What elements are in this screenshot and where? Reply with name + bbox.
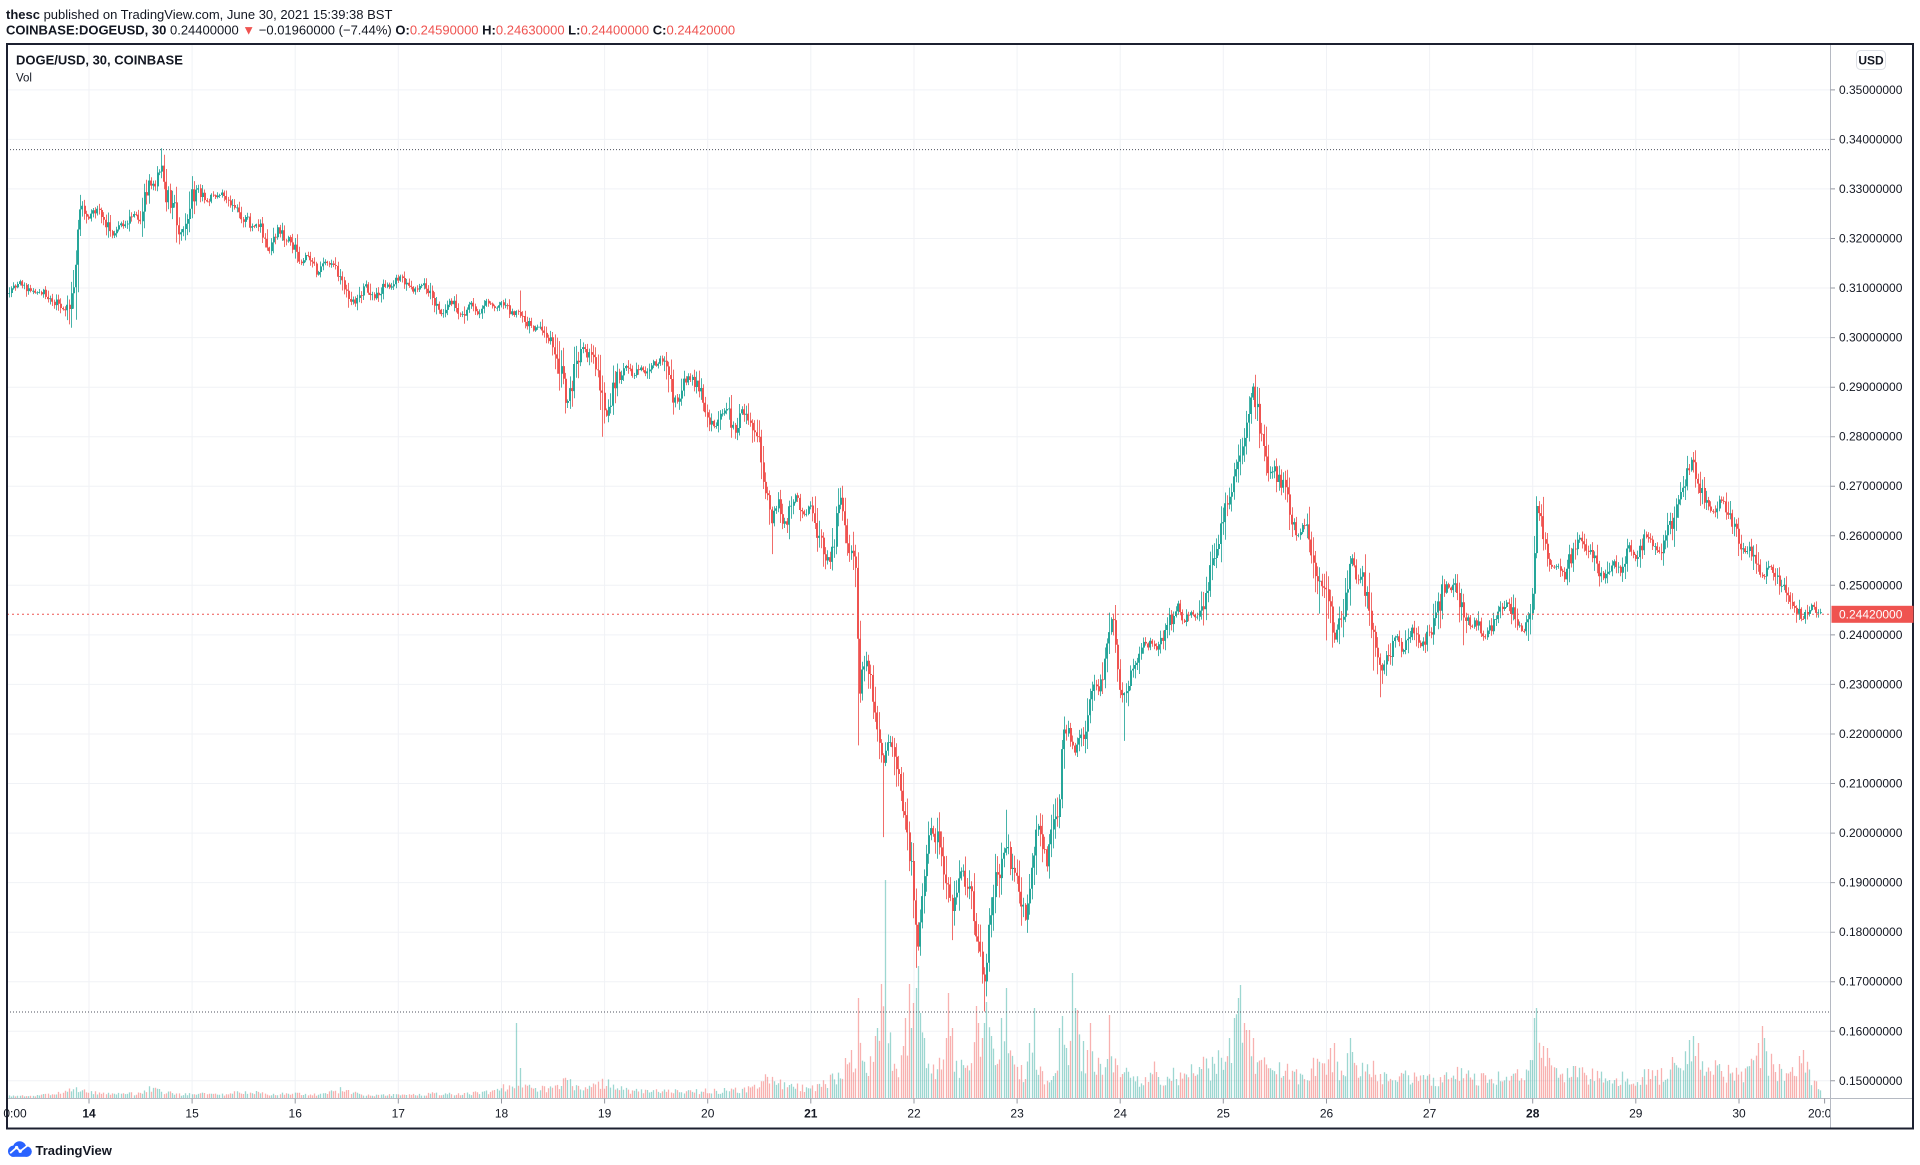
svg-text:0.17000000: 0.17000000: [1839, 975, 1903, 989]
svg-text:20: 20: [701, 1107, 715, 1121]
svg-text:27: 27: [1423, 1107, 1437, 1121]
svg-text:26: 26: [1320, 1107, 1334, 1121]
svg-text:DOGE/USD, 30, COINBASE: DOGE/USD, 30, COINBASE: [16, 53, 183, 68]
svg-text:Vol: Vol: [16, 73, 32, 85]
svg-text:29: 29: [1629, 1107, 1643, 1121]
svg-text:0.34000000: 0.34000000: [1839, 132, 1903, 146]
svg-text:USD: USD: [1858, 54, 1884, 68]
svg-text:thesc published on TradingView: thesc published on TradingView.com, June…: [6, 7, 392, 22]
svg-text:0.25000000: 0.25000000: [1839, 578, 1903, 592]
svg-text:0.32000000: 0.32000000: [1839, 232, 1903, 246]
svg-text:14: 14: [82, 1107, 96, 1121]
svg-text:0.22000000: 0.22000000: [1839, 727, 1903, 741]
svg-text:18: 18: [495, 1107, 509, 1121]
svg-text:30: 30: [1732, 1107, 1746, 1121]
svg-text:0.28000000: 0.28000000: [1839, 430, 1903, 444]
svg-text:0.31000000: 0.31000000: [1839, 281, 1903, 295]
svg-text:23: 23: [1010, 1107, 1024, 1121]
svg-text:15: 15: [185, 1107, 199, 1121]
svg-text:0.35000000: 0.35000000: [1839, 83, 1903, 97]
svg-text:28: 28: [1526, 1107, 1540, 1121]
svg-text:TradingView: TradingView: [36, 1143, 113, 1158]
svg-text:0.27000000: 0.27000000: [1839, 479, 1903, 493]
svg-text:0.19000000: 0.19000000: [1839, 876, 1903, 890]
svg-text:0.23000000: 0.23000000: [1839, 677, 1903, 691]
svg-text:0.30000000: 0.30000000: [1839, 331, 1903, 345]
svg-text:16: 16: [289, 1107, 303, 1121]
svg-text:22: 22: [907, 1107, 921, 1121]
svg-text:0.16000000: 0.16000000: [1839, 1024, 1903, 1038]
svg-text:25: 25: [1217, 1107, 1231, 1121]
svg-text:0.18000000: 0.18000000: [1839, 925, 1903, 939]
svg-text:24: 24: [1114, 1107, 1128, 1121]
svg-text:0.29000000: 0.29000000: [1839, 380, 1903, 394]
svg-text:0.24420000: 0.24420000: [1839, 608, 1903, 622]
svg-text:17: 17: [392, 1107, 406, 1121]
svg-text:0:00: 0:00: [3, 1107, 27, 1121]
svg-text:21: 21: [804, 1107, 818, 1121]
svg-text:COINBASE:DOGEUSD, 30 0.2440000: COINBASE:DOGEUSD, 30 0.24400000 ▼ −0.019…: [6, 23, 735, 38]
svg-text:20:00: 20:00: [1808, 1107, 1838, 1121]
svg-text:0.20000000: 0.20000000: [1839, 826, 1903, 840]
svg-text:19: 19: [598, 1107, 612, 1121]
svg-text:0.21000000: 0.21000000: [1839, 777, 1903, 791]
svg-text:0.26000000: 0.26000000: [1839, 529, 1903, 543]
svg-text:0.33000000: 0.33000000: [1839, 182, 1903, 196]
svg-text:0.15000000: 0.15000000: [1839, 1074, 1903, 1088]
svg-text:0.24000000: 0.24000000: [1839, 628, 1903, 642]
